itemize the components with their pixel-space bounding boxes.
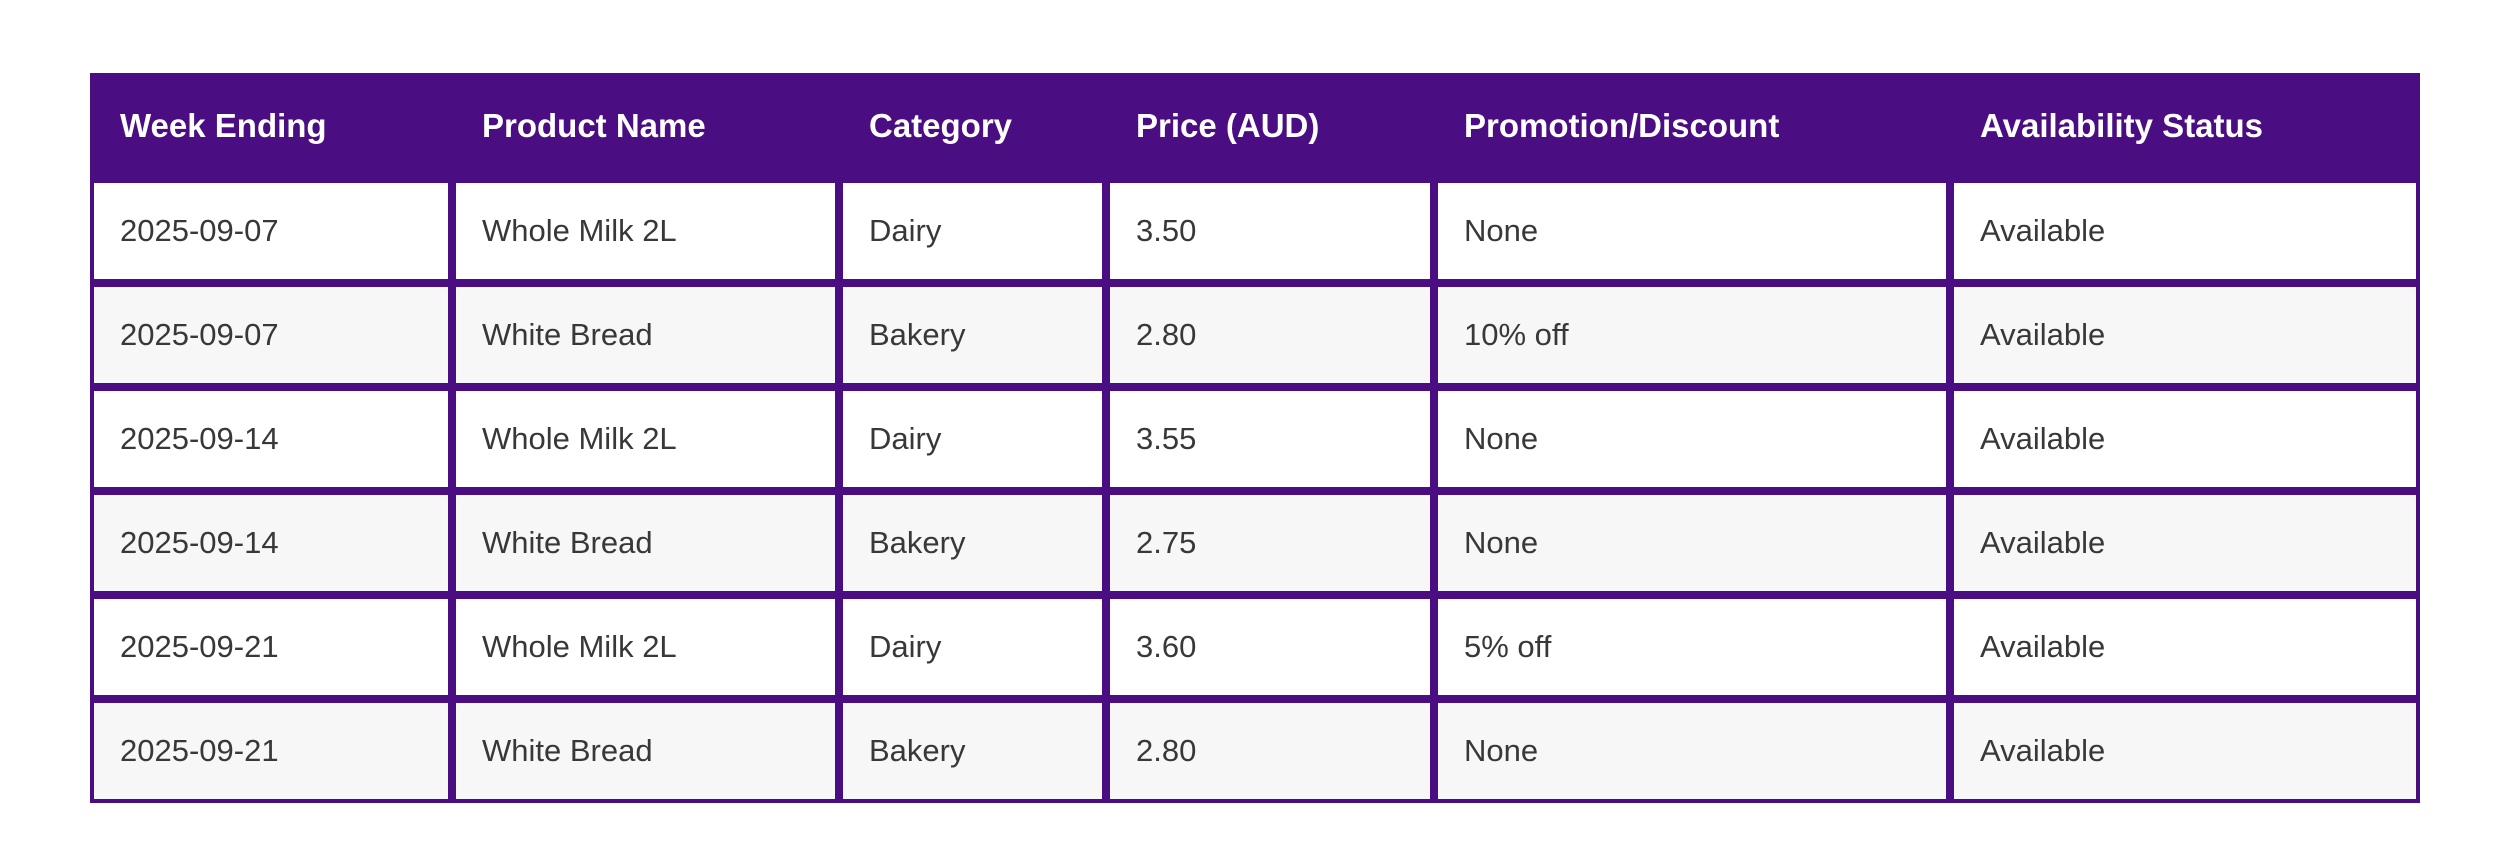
cell-promotion-discount: None <box>1434 699 1950 803</box>
cell-product-name: Whole Milk 2L <box>452 387 839 491</box>
cell-promotion-discount: 5% off <box>1434 595 1950 699</box>
table-container: Week Ending Product Name Category Price (AU… <box>90 73 2420 803</box>
cell-product-name: White Bread <box>452 491 839 595</box>
cell-promotion-discount: 10% off <box>1434 283 1950 387</box>
cell-product-name: Whole Milk 2L <box>452 595 839 699</box>
cell-category: Bakery <box>839 699 1106 803</box>
cell-promotion-discount: None <box>1434 387 1950 491</box>
cell-product-name: Whole Milk 2L <box>452 179 839 283</box>
column-header-category: Category <box>839 73 1106 179</box>
cell-price-aud: 3.55 <box>1106 387 1434 491</box>
cell-price-aud: 2.80 <box>1106 699 1434 803</box>
weekly-price-table: Week Ending Product Name Category Price (AU… <box>90 73 2420 803</box>
column-header-week-ending: Week Ending <box>90 73 452 179</box>
table-row: 2025-09-14 Whole Milk 2L Dairy 3.55 None Avai… <box>90 387 2420 491</box>
cell-week-ending: 2025-09-21 <box>90 595 452 699</box>
table-body: 2025-09-07 Whole Milk 2L Dairy 3.50 None Avai… <box>90 179 2420 803</box>
cell-category: Bakery <box>839 491 1106 595</box>
cell-availability-status: Available <box>1950 699 2420 803</box>
column-header-promotion-discount: Promotion/Discount <box>1434 73 1950 179</box>
table-row: 2025-09-07 White Bread Bakery 2.80 10% off Av… <box>90 283 2420 387</box>
table-row: 2025-09-21 White Bread Bakery 2.80 None Avail… <box>90 699 2420 803</box>
column-header-price-aud: Price (AUD) <box>1106 73 1434 179</box>
cell-promotion-discount: None <box>1434 179 1950 283</box>
cell-availability-status: Available <box>1950 387 2420 491</box>
cell-price-aud: 2.80 <box>1106 283 1434 387</box>
cell-category: Dairy <box>839 179 1106 283</box>
cell-week-ending: 2025-09-21 <box>90 699 452 803</box>
cell-category: Dairy <box>839 387 1106 491</box>
table-row: 2025-09-14 White Bread Bakery 2.75 None Avail… <box>90 491 2420 595</box>
table-row: 2025-09-21 Whole Milk 2L Dairy 3.60 5% off Av… <box>90 595 2420 699</box>
cell-availability-status: Available <box>1950 283 2420 387</box>
cell-price-aud: 2.75 <box>1106 491 1434 595</box>
table-row: 2025-09-07 Whole Milk 2L Dairy 3.50 None Avai… <box>90 179 2420 283</box>
table-header: Week Ending Product Name Category Price (AU… <box>90 73 2420 179</box>
cell-product-name: White Bread <box>452 699 839 803</box>
cell-week-ending: 2025-09-14 <box>90 387 452 491</box>
cell-category: Bakery <box>839 283 1106 387</box>
cell-week-ending: 2025-09-07 <box>90 283 452 387</box>
cell-category: Dairy <box>839 595 1106 699</box>
cell-week-ending: 2025-09-07 <box>90 179 452 283</box>
cell-availability-status: Available <box>1950 491 2420 595</box>
column-header-product-name: Product Name <box>452 73 839 179</box>
cell-price-aud: 3.60 <box>1106 595 1434 699</box>
cell-price-aud: 3.50 <box>1106 179 1434 283</box>
cell-product-name: White Bread <box>452 283 839 387</box>
column-header-availability-status: Availability Status <box>1950 73 2420 179</box>
cell-promotion-discount: None <box>1434 491 1950 595</box>
cell-availability-status: Available <box>1950 179 2420 283</box>
cell-availability-status: Available <box>1950 595 2420 699</box>
cell-week-ending: 2025-09-14 <box>90 491 452 595</box>
header-row: Week Ending Product Name Category Price (AU… <box>90 73 2420 179</box>
